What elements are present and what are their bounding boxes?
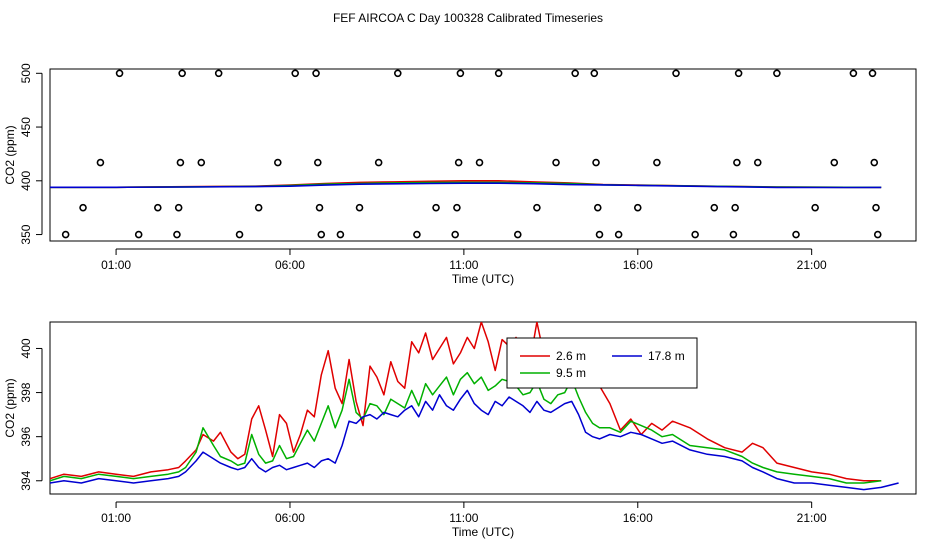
flag-marker bbox=[868, 69, 877, 78]
flag-marker bbox=[734, 69, 743, 78]
flag-marker bbox=[494, 69, 503, 78]
flag-marker bbox=[393, 69, 402, 78]
flag-marker bbox=[653, 158, 661, 167]
legend-label: 17.8 m bbox=[648, 349, 685, 363]
flag-marker bbox=[317, 230, 326, 239]
x-tick-label: 11:00 bbox=[449, 258, 478, 272]
y-tick-label: 400 bbox=[19, 170, 33, 190]
flag-marker bbox=[592, 158, 600, 167]
plot-frame bbox=[49, 321, 917, 495]
flag-marker bbox=[115, 69, 124, 78]
series-line-2 bbox=[50, 182, 882, 189]
flag-marker bbox=[413, 230, 421, 239]
legend-label: 2.6 m bbox=[556, 349, 586, 363]
flag-marker bbox=[79, 203, 87, 212]
flag-marker bbox=[710, 203, 719, 212]
flag-marker bbox=[691, 230, 699, 239]
flag-marker bbox=[197, 158, 206, 167]
flag-marker bbox=[614, 230, 623, 239]
flag-marker bbox=[872, 203, 880, 212]
x-tick-label: 06:00 bbox=[275, 258, 305, 272]
x-tick-label: 01:00 bbox=[101, 258, 131, 272]
x-tick-label: 11:00 bbox=[449, 511, 478, 525]
flag-marker bbox=[633, 203, 642, 212]
flag-marker bbox=[61, 230, 70, 239]
legend-label: 9.5 m bbox=[556, 366, 586, 380]
flag-marker bbox=[134, 230, 143, 239]
y-tick-label: 450 bbox=[19, 117, 33, 137]
flag-marker bbox=[731, 203, 739, 212]
flag-marker bbox=[336, 230, 345, 239]
flag-marker bbox=[454, 158, 463, 167]
series-line-17-8-m bbox=[50, 389, 899, 491]
flag-marker bbox=[96, 158, 105, 167]
flag-marker bbox=[475, 158, 484, 167]
figure-title: FEF AIRCOA C Day 100328 Calibrated Times… bbox=[333, 11, 603, 25]
flag-marker bbox=[374, 158, 383, 167]
x-tick-label: 06:00 bbox=[275, 511, 305, 525]
y-axis-label: CO2 (ppm) bbox=[3, 378, 17, 437]
flag-marker bbox=[355, 203, 364, 212]
y-tick-label: 396 bbox=[19, 426, 33, 446]
series-line-9-5-m bbox=[50, 371, 882, 484]
series-line-2-6-m bbox=[50, 322, 882, 482]
flag-marker bbox=[733, 158, 741, 167]
y-tick-label: 500 bbox=[19, 63, 33, 83]
legend-box bbox=[506, 337, 698, 389]
flag-marker bbox=[672, 69, 680, 78]
flag-marker bbox=[849, 69, 858, 78]
lower-chart-panel: 01:00 06:00 11:00 16:00 21:00 Time (UTC) 394 39… bbox=[3, 321, 917, 539]
flag-marker bbox=[729, 230, 738, 239]
flag-marker bbox=[451, 230, 459, 239]
flag-marker bbox=[753, 158, 762, 167]
flag-marker bbox=[235, 230, 244, 239]
legend: 2.6 m 9.5 m 17.8 m bbox=[506, 337, 698, 389]
flag-marker bbox=[174, 203, 183, 212]
flag-marker bbox=[291, 69, 299, 78]
y-tick-label: 394 bbox=[19, 470, 33, 490]
flag-marker bbox=[870, 158, 879, 167]
y-axis-label: CO2 (ppm) bbox=[3, 125, 17, 184]
y-tick-label: 398 bbox=[19, 382, 33, 402]
flag-marker bbox=[176, 158, 185, 167]
flag-marker bbox=[830, 158, 839, 167]
flag-marker bbox=[873, 230, 882, 239]
flag-marker bbox=[533, 203, 541, 212]
flag-marker bbox=[173, 230, 181, 239]
y-tick-label: 350 bbox=[19, 224, 33, 244]
flag-marker bbox=[154, 203, 162, 212]
flag-marker bbox=[432, 203, 440, 212]
flag-marker bbox=[315, 203, 324, 212]
plot-frame bbox=[49, 68, 917, 242]
y-tick-label: 400 bbox=[19, 338, 33, 358]
data-layer bbox=[50, 322, 899, 491]
flag-marker bbox=[552, 158, 560, 167]
x-tick-label: 16:00 bbox=[623, 511, 653, 525]
flag-marker bbox=[453, 203, 461, 212]
x-tick-label: 16:00 bbox=[623, 258, 653, 272]
x-axis-label: Time (UTC) bbox=[452, 525, 514, 539]
x-tick-label: 21:00 bbox=[797, 511, 827, 525]
flag-marker bbox=[595, 230, 604, 239]
upper-chart-panel: 01:00 06:00 11:00 16:00 21:00 Time (UTC) 350 40… bbox=[3, 63, 917, 286]
flag-marker bbox=[312, 69, 320, 78]
flag-marker bbox=[214, 69, 223, 78]
flag-marker bbox=[254, 203, 263, 212]
x-tick-label: 01:00 bbox=[101, 511, 131, 525]
flag-marker bbox=[571, 69, 579, 78]
flag-marker bbox=[178, 69, 186, 78]
x-axis-label: Time (UTC) bbox=[452, 272, 514, 286]
flag-marker bbox=[456, 69, 465, 78]
flag-marker bbox=[590, 69, 599, 78]
flag-marker bbox=[513, 230, 522, 239]
flag-marker bbox=[773, 69, 781, 78]
data-layer bbox=[50, 69, 882, 239]
flag-marker bbox=[593, 203, 602, 212]
flag-marker bbox=[792, 230, 800, 239]
flag-marker bbox=[274, 158, 282, 167]
flag-marker bbox=[313, 158, 322, 167]
flag-marker bbox=[811, 203, 819, 212]
x-tick-label: 21:00 bbox=[797, 258, 827, 272]
